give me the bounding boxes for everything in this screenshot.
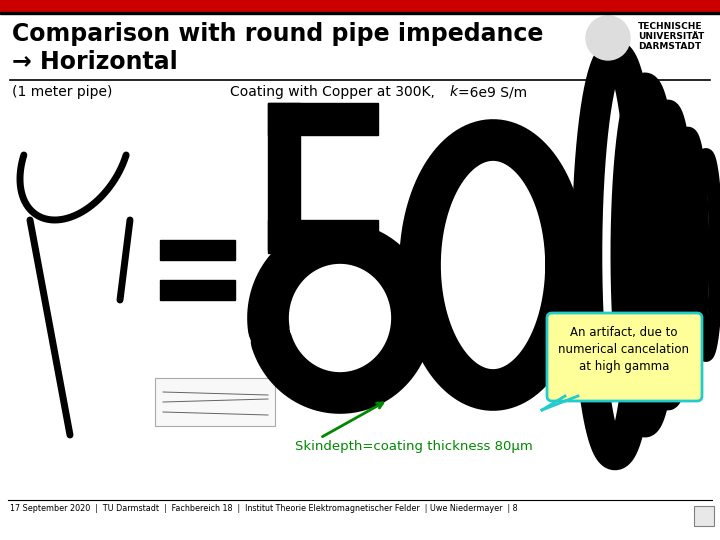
- Text: Coating with Copper at 300K,: Coating with Copper at 300K,: [230, 85, 439, 99]
- Text: Skindepth=coating thickness 80μm: Skindepth=coating thickness 80μm: [295, 440, 533, 453]
- Text: (1 meter pipe): (1 meter pipe): [12, 85, 112, 99]
- Text: x2: x2: [413, 226, 432, 240]
- Circle shape: [586, 16, 630, 60]
- Polygon shape: [542, 396, 578, 410]
- Circle shape: [562, 362, 598, 398]
- Bar: [0, 12, 720, 14]
- Text: DARMSTADT: DARMSTADT: [638, 42, 701, 51]
- Text: TECHNISCHE: TECHNISCHE: [638, 22, 703, 31]
- Bar: [155, 378, 275, 426]
- Bar: [160, 280, 235, 300]
- Bar: [268, 103, 378, 135]
- Bar: [160, 240, 235, 260]
- Bar: [268, 220, 378, 250]
- Text: 17 September 2020  |  TU Darmstadt  |  Fachbereich 18  |  Institut Theorie Elekt: 17 September 2020 | TU Darmstadt | Fachb…: [10, 504, 518, 513]
- Text: k: k: [450, 85, 458, 99]
- Text: =6e9 S/m: =6e9 S/m: [458, 85, 527, 99]
- Text: An artifact, due to
numerical cancelation
at high gamma: An artifact, due to numerical cancelatio…: [559, 326, 690, 373]
- Text: Comparison with round pipe impedance: Comparison with round pipe impedance: [12, 22, 544, 46]
- Bar: [268, 103, 300, 253]
- Bar: [694, 506, 714, 526]
- Text: → Horizontal: → Horizontal: [12, 50, 178, 74]
- FancyBboxPatch shape: [547, 313, 702, 401]
- Text: UNIVERSITÄT: UNIVERSITÄT: [638, 32, 704, 41]
- Bar: [0, 0, 720, 12]
